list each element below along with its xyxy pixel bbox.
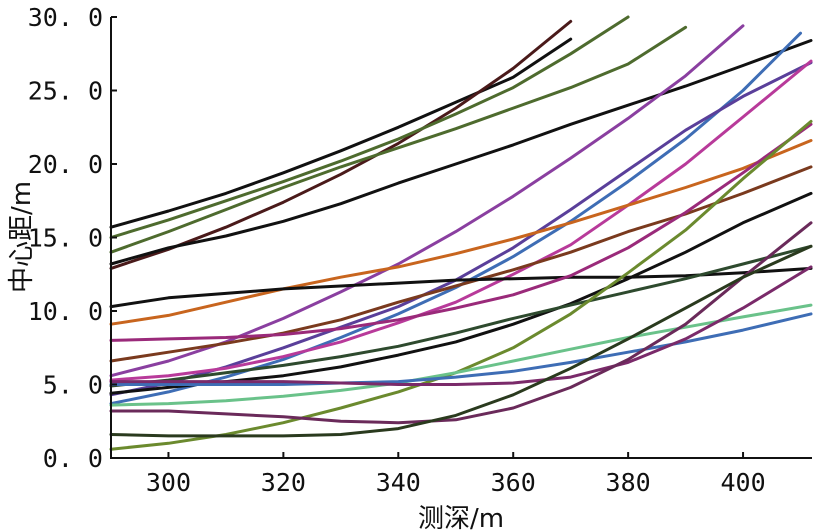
series-line-21: [109, 244, 813, 438]
y-tick-label: 30. 0: [28, 3, 103, 32]
x-tick-label: 320: [261, 468, 306, 497]
series-line-17: [109, 303, 813, 407]
x-axis-ticks: 300 320 340 360 380 400: [146, 452, 766, 497]
series-line-13: [109, 122, 813, 342]
x-tick-label: 300: [146, 468, 191, 497]
series-line-15: [109, 244, 813, 388]
x-tick-label: 400: [720, 468, 765, 497]
series-line-20: [109, 221, 813, 425]
y-tick-label: 10. 0: [28, 297, 103, 326]
plot-lines: [109, 15, 813, 451]
series-line-12: [109, 266, 813, 309]
y-tick-label: 5. 0: [43, 371, 103, 400]
y-tick-label: 20. 0: [28, 150, 103, 179]
y-tick-label: 15. 0: [28, 224, 103, 253]
series-line-10: [109, 139, 813, 326]
x-tick-label: 340: [376, 468, 421, 497]
series-line-19: [109, 265, 813, 386]
series-line-2: [109, 19, 573, 270]
series-line-4: [109, 25, 688, 254]
series-line-1: [109, 37, 573, 229]
series-line-3: [109, 15, 630, 239]
y-axis-title: 中心距/m: [7, 181, 37, 293]
series-line-5: [109, 39, 813, 266]
series-line-18: [109, 312, 813, 386]
y-tick-label: 0. 0: [43, 444, 103, 473]
x-axis-title: 测深/m: [418, 504, 504, 532]
y-tick-label: 25. 0: [28, 77, 103, 106]
x-tick-label: 360: [491, 468, 536, 497]
y-axis-ticks: 0. 0 5. 0 10. 0 15. 0 20. 0 25. 0 30. 0: [28, 3, 117, 473]
x-tick-label: 380: [606, 468, 651, 497]
series-line-9: [109, 59, 813, 382]
